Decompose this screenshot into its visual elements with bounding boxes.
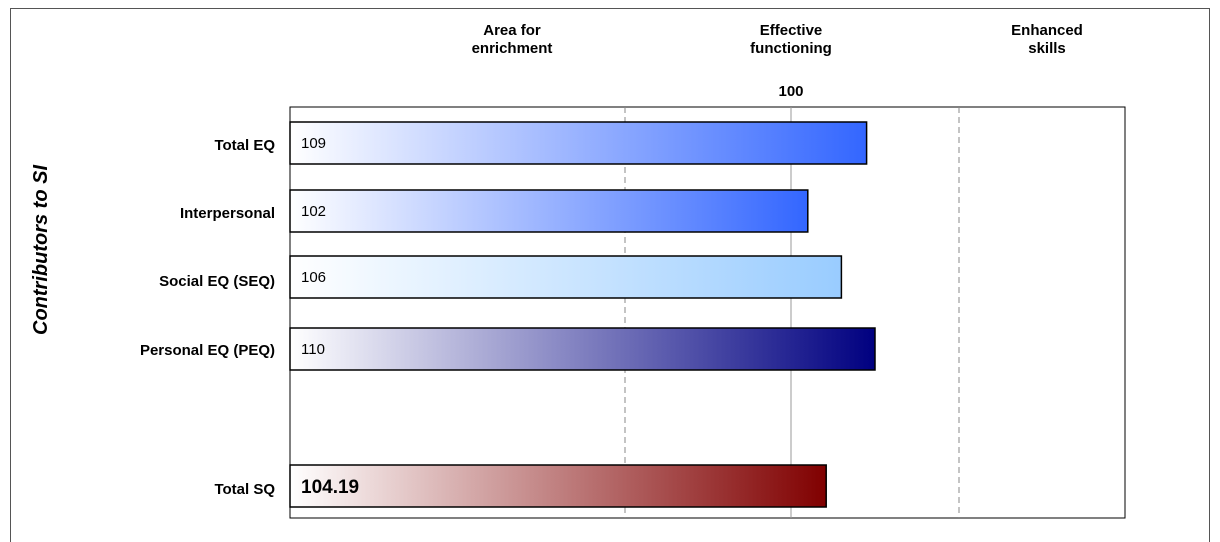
- band-label-1: Area for enrichment: [472, 22, 553, 57]
- bar-group-4: 110: [289, 327, 876, 371]
- bar-2: [289, 189, 809, 233]
- bar-4: [289, 327, 876, 371]
- chart-frame: [10, 8, 1210, 542]
- bar-1: [289, 121, 868, 165]
- bar-3: [289, 255, 843, 299]
- bar-value-label-5: 104.19: [301, 477, 359, 498]
- category-label-3: Social EQ (SEQ): [159, 273, 275, 290]
- bar-group-5: 104.19: [289, 464, 827, 508]
- bars: 109 102 106 110 104.19: [289, 121, 876, 508]
- category-label-5: Total SQ: [214, 481, 275, 498]
- plot-area: [289, 106, 1126, 519]
- reference-value-label: 100: [778, 83, 803, 100]
- band-label-2: Effective functioning: [750, 22, 832, 57]
- bar-5: [289, 464, 827, 508]
- bar-value-label-4: 110: [301, 341, 325, 358]
- band-labels: Area for enrichment Effective functioning En…: [472, 22, 1083, 57]
- y-axis-title: Contributors to SI: [30, 165, 52, 335]
- category-label-2: Interpersonal: [180, 205, 275, 222]
- bar-group-2: 102: [289, 189, 809, 233]
- category-label-1: Total EQ: [214, 137, 275, 154]
- bar-group-3: 106: [289, 255, 843, 299]
- category-label-4: Personal EQ (PEQ): [140, 342, 275, 359]
- band-label-3: Enhanced skills: [1011, 22, 1083, 57]
- bar-value-label-1: 109: [301, 135, 326, 152]
- band-dividers: [624, 107, 960, 518]
- bar-value-label-2: 102: [301, 203, 326, 220]
- category-labels: Total EQ Interpersonal Social EQ (SEQ) Pers…: [140, 137, 275, 498]
- bar-value-label-3: 106: [301, 269, 326, 286]
- bar-group-1: 109: [289, 121, 868, 165]
